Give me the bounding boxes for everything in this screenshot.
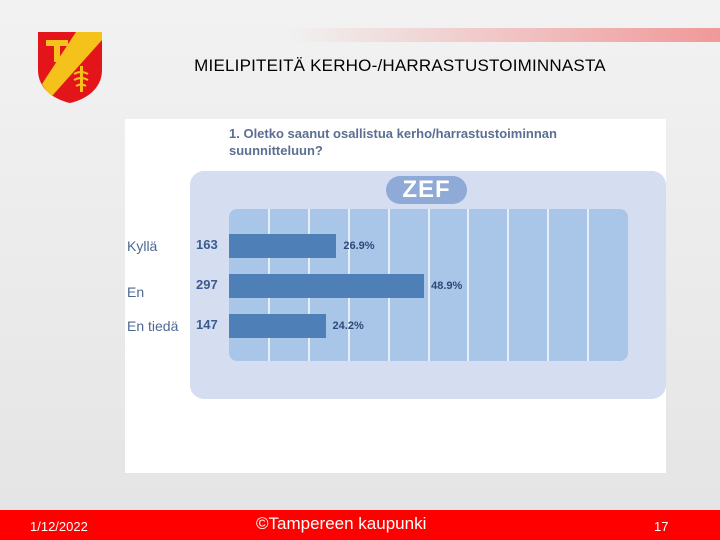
footer-organization: ©Tampereen kaupunki — [256, 514, 427, 533]
chart-title: 1. Oletko saanut osallistua kerho/harras… — [229, 126, 557, 158]
gridline — [467, 209, 470, 361]
tampere-coat-of-arms-icon — [38, 32, 102, 103]
gridline — [587, 209, 590, 361]
footer-bar: 1/12/2022 ©Tampereen kaupunki 17 — [0, 510, 720, 540]
response-count: 147 — [196, 317, 218, 332]
bar-value-label: 24.2% — [332, 320, 364, 332]
gridline — [507, 209, 510, 361]
chart-panel: 1. Oletko saanut osallistua kerho/harras… — [125, 119, 666, 473]
header-accent-line — [0, 28, 720, 42]
response-count: 163 — [196, 237, 218, 252]
bar-0 — [229, 234, 337, 258]
bar-1 — [229, 274, 425, 298]
zef-logo: ZEF — [386, 176, 467, 204]
response-count: 297 — [196, 277, 218, 292]
category-label: En — [127, 284, 145, 300]
gridline — [427, 209, 430, 361]
category-label: En tiedä — [127, 318, 179, 334]
gridline — [547, 209, 550, 361]
footer-date: 1/12/2022 — [30, 519, 88, 534]
plot-area: 26.9% 48.9% 24.2% — [229, 209, 628, 361]
slide-title: MIELIPITEITÄ KERHO-/HARRASTUSTOIMINNASTA — [194, 56, 606, 75]
bar-value-label: 26.9% — [343, 240, 375, 252]
bar-2 — [229, 314, 326, 338]
bar-value-label: 48.9% — [431, 280, 463, 292]
category-label: Kyllä — [127, 238, 158, 254]
page-number: 17 — [654, 519, 669, 534]
